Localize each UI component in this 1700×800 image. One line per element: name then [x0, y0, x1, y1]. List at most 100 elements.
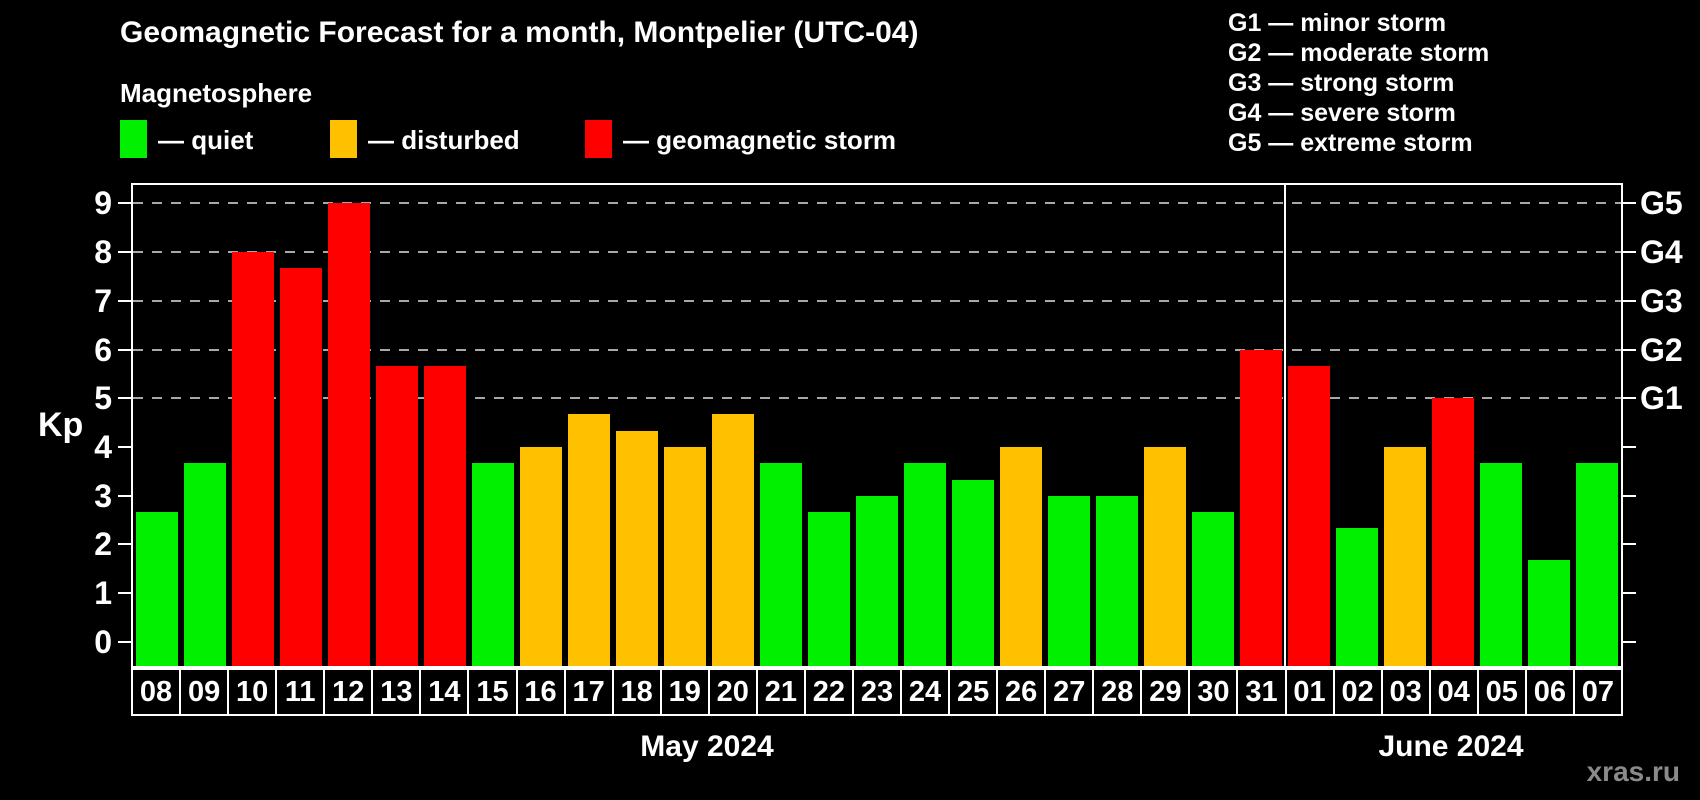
- right-tick-8: [1623, 251, 1636, 254]
- storm-scale-g3: G3 — strong storm: [1228, 69, 1455, 97]
- right-tick-7: [1623, 299, 1636, 302]
- month-label-may: May 2024: [640, 730, 774, 763]
- kp-bar-may-13: [376, 365, 418, 666]
- kp-bar-may-21: [760, 462, 802, 666]
- kp-bar-june-03: [1384, 446, 1426, 666]
- y-axis-label: Kp: [38, 406, 84, 444]
- left-tick-5: [118, 397, 131, 400]
- date-cell-09: 09: [179, 668, 230, 716]
- date-cell-11: 11: [275, 668, 326, 716]
- legend-item-disturbed: [330, 120, 357, 160]
- gridline-kp-5: [133, 397, 1621, 400]
- plot-area: [131, 183, 1623, 668]
- y-tick-label-8: 8: [94, 234, 112, 271]
- y-tick-label-0: 0: [94, 623, 112, 660]
- kp-bar-june-05: [1480, 462, 1522, 666]
- date-cell-08: 08: [131, 668, 182, 716]
- legend-item-storm: [585, 120, 612, 160]
- quiet-color-swatch: [120, 120, 147, 158]
- right-tick-2: [1623, 543, 1636, 546]
- date-cell-14: 14: [419, 668, 470, 716]
- kp-bar-may-14: [424, 365, 466, 666]
- kp-bar-june-04: [1432, 398, 1474, 666]
- month-separator: [1284, 185, 1286, 666]
- y-tick-label-5: 5: [94, 380, 112, 417]
- watermark: xras.ru: [1586, 756, 1680, 787]
- chart-subtitle: Magnetosphere: [120, 78, 313, 108]
- legend-label-quiet: — quiet: [158, 125, 254, 155]
- right-tick-0: [1623, 640, 1636, 643]
- right-axis-label-g1: G1: [1640, 380, 1683, 417]
- storm-color-swatch: [585, 120, 612, 158]
- disturbed-color-swatch: [330, 120, 357, 158]
- left-tick-9: [118, 202, 131, 205]
- kp-bar-may-10: [232, 252, 274, 666]
- left-tick-3: [118, 494, 131, 497]
- y-tick-label-3: 3: [94, 477, 112, 514]
- kp-bar-may-19: [664, 446, 706, 666]
- date-cell-23: 23: [851, 668, 902, 716]
- date-cell-22: 22: [803, 668, 854, 716]
- right-tick-5: [1623, 397, 1636, 400]
- kp-bar-may-28: [1096, 495, 1138, 666]
- month-label-june: June 2024: [1378, 730, 1524, 763]
- kp-bar-may-09: [184, 462, 226, 666]
- date-cell-05: 05: [1476, 668, 1527, 716]
- kp-bar-june-07: [1576, 462, 1618, 666]
- kp-bar-may-30: [1192, 511, 1234, 666]
- right-tick-3: [1623, 494, 1636, 497]
- date-cell-30: 30: [1188, 668, 1239, 716]
- date-cell-19: 19: [659, 668, 710, 716]
- kp-bar-may-20: [712, 414, 754, 666]
- legend-label-storm: — geomagnetic storm: [623, 125, 897, 155]
- storm-scale-g2: G2 — moderate storm: [1228, 39, 1490, 67]
- date-cell-16: 16: [515, 668, 566, 716]
- left-tick-2: [118, 543, 131, 546]
- kp-bar-may-26: [1000, 446, 1042, 666]
- date-cell-01: 01: [1284, 668, 1335, 716]
- kp-bar-may-25: [952, 479, 994, 666]
- gridline-kp-6: [133, 348, 1621, 351]
- storm-scale-g4: G4 — severe storm: [1228, 99, 1456, 127]
- left-tick-4: [118, 445, 131, 448]
- kp-bar-may-18: [616, 430, 658, 666]
- storm-scale-legend: G1 — minor storm G2 — moderate storm G3 …: [1228, 8, 1489, 158]
- legend-item-quiet: [120, 120, 147, 160]
- date-cell-03: 03: [1380, 668, 1431, 716]
- kp-bar-may-22: [808, 511, 850, 666]
- date-cell-17: 17: [563, 668, 614, 716]
- date-cell-02: 02: [1332, 668, 1383, 716]
- gridline-kp-7: [133, 299, 1621, 302]
- y-tick-label-9: 9: [94, 185, 112, 222]
- date-cell-29: 29: [1140, 668, 1191, 716]
- date-cell-28: 28: [1092, 668, 1143, 716]
- kp-bar-may-24: [904, 462, 946, 666]
- y-tick-label-7: 7: [94, 282, 112, 319]
- kp-bar-june-06: [1528, 560, 1570, 666]
- right-tick-4: [1623, 445, 1636, 448]
- kp-bar-may-31: [1240, 349, 1282, 666]
- date-cell-18: 18: [611, 668, 662, 716]
- left-tick-0: [118, 640, 131, 643]
- date-cell-10: 10: [227, 668, 278, 716]
- date-cell-12: 12: [323, 668, 374, 716]
- left-tick-6: [118, 348, 131, 351]
- date-cell-15: 15: [467, 668, 518, 716]
- left-tick-8: [118, 251, 131, 254]
- date-cell-31: 31: [1236, 668, 1287, 716]
- y-tick-label-1: 1: [94, 575, 112, 611]
- kp-bar-may-29: [1144, 446, 1186, 666]
- right-axis-label-g2: G2: [1640, 331, 1683, 368]
- kp-bar-may-17: [568, 414, 610, 666]
- date-cell-27: 27: [1044, 668, 1095, 716]
- kp-bar-may-16: [520, 446, 562, 666]
- gridline-kp-8: [133, 251, 1621, 254]
- right-tick-9: [1623, 202, 1636, 205]
- right-tick-6: [1623, 348, 1636, 351]
- kp-bar-may-12: [328, 203, 370, 666]
- storm-scale-g1: G1 — minor storm: [1228, 9, 1447, 37]
- kp-bar-may-27: [1048, 495, 1090, 666]
- left-tick-1: [118, 592, 131, 594]
- right-axis-label-g5: G5: [1640, 185, 1683, 222]
